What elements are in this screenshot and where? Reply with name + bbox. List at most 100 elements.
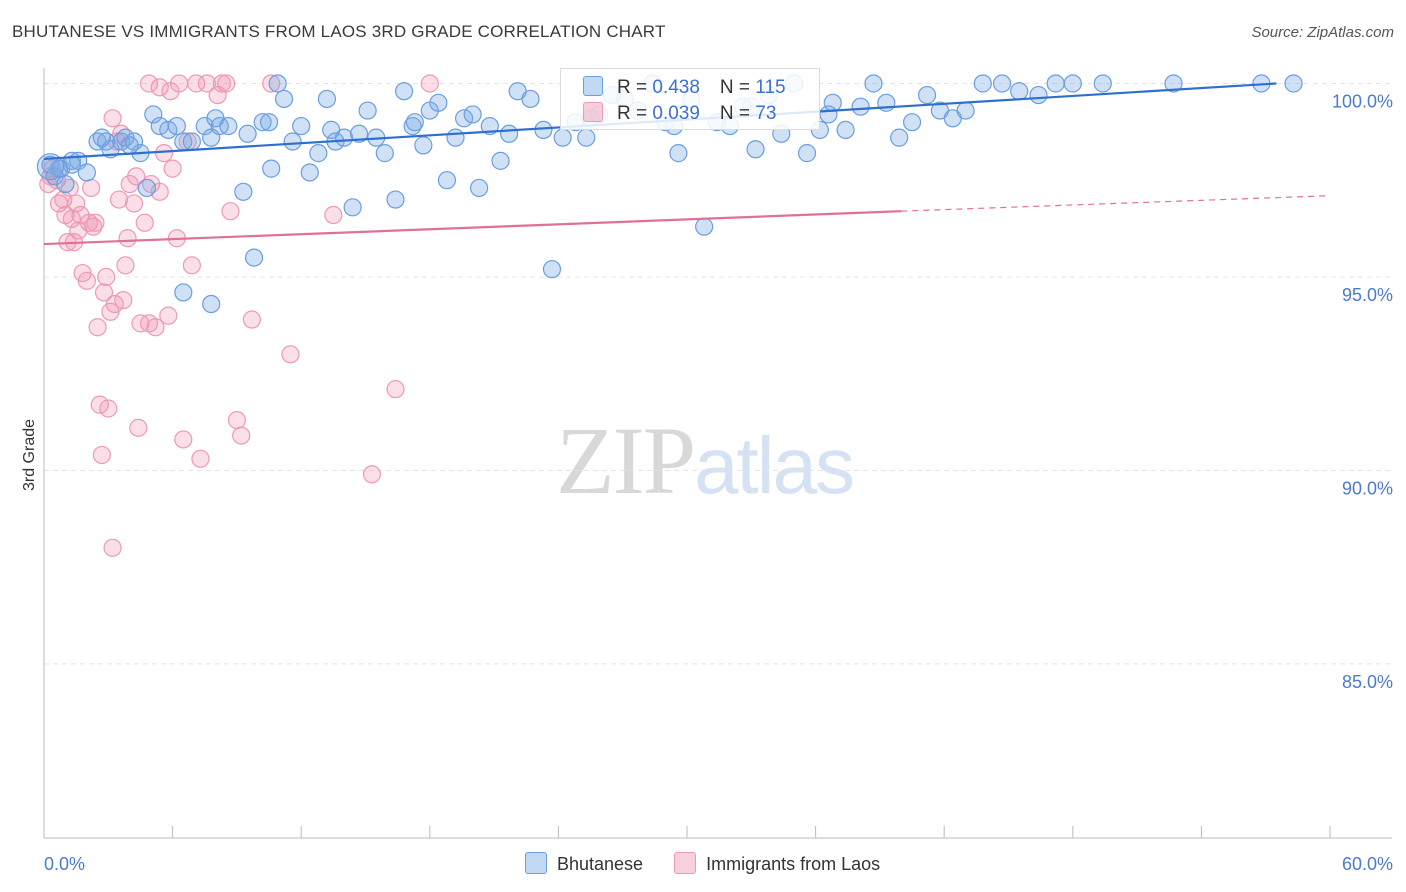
bhutanese-point — [349, 124, 369, 143]
laos-point — [105, 294, 124, 314]
laos-point — [77, 271, 96, 290]
legend-label-bhutanese: Bhutanese — [557, 854, 644, 874]
bhutanese-point — [394, 82, 414, 101]
y-tick-label: 90.0% — [1342, 478, 1393, 498]
bhutanese-point — [262, 159, 281, 178]
bhutanese-point — [917, 85, 937, 105]
laos-point — [187, 74, 206, 93]
series-legend: Bhutanese Immigrants from Laos — [525, 852, 906, 875]
bhutanese-point — [577, 128, 596, 147]
bhutanese-point — [174, 283, 193, 302]
laos-point — [118, 229, 137, 248]
bhutanese-point — [386, 190, 405, 209]
bhutanese-point — [253, 113, 272, 132]
legend-r-label: R = — [617, 103, 653, 124]
bhutanese-point — [274, 89, 294, 109]
laos-point — [324, 205, 343, 225]
bhutanese-point — [797, 144, 817, 163]
bhutanese-point — [463, 105, 482, 124]
legend-n-label: N = — [719, 103, 756, 124]
bhutanese-point — [234, 182, 253, 201]
legend-r-value: 0.438 — [652, 77, 700, 98]
laos-point — [103, 538, 122, 557]
watermark-atlas: atlas — [694, 421, 855, 510]
bhutanese-point — [300, 163, 319, 182]
y-tick-label: 85.0% — [1342, 672, 1393, 692]
bhutanese-point — [542, 260, 562, 279]
laos-point — [116, 256, 135, 275]
bhutanese-point — [202, 294, 221, 314]
bhutanese-point — [446, 128, 465, 147]
bhutanese-point — [167, 116, 186, 136]
bhutanese-point — [56, 174, 75, 194]
legend-row-bhutanese: R = 0.438 N = 115 — [583, 76, 786, 100]
laos-point — [82, 178, 101, 198]
watermark: ZIPatlas — [556, 405, 855, 516]
laos-point — [262, 74, 281, 93]
laos-point — [135, 213, 154, 232]
bhutanese-point — [159, 120, 178, 140]
laos-point — [109, 190, 129, 209]
bhutanese-point — [746, 140, 765, 159]
bhutanese-point — [1284, 74, 1303, 93]
bhutanese-point — [343, 198, 362, 217]
bhutanese-point — [1164, 74, 1183, 93]
bhutanese-point — [500, 124, 519, 143]
bhutanese-point — [238, 124, 257, 143]
gridlines — [44, 82, 1392, 665]
laos-point — [94, 283, 114, 302]
legend-swatch-pink — [583, 102, 603, 122]
laos-point — [139, 74, 159, 93]
laos-point — [191, 449, 210, 468]
bhutanese-point — [137, 178, 156, 198]
bhutanese-point — [669, 144, 688, 163]
laos-point — [159, 306, 178, 325]
y-tick-label: 100.0% — [1332, 91, 1393, 111]
bhutanese-point — [244, 248, 264, 267]
bhutanese-point — [92, 128, 111, 147]
laos-point — [182, 256, 201, 275]
laos-point — [146, 318, 165, 337]
bhutanese-point — [283, 132, 302, 151]
bhutanese-cluster-point — [36, 153, 65, 181]
bhutanese-point — [454, 109, 474, 128]
laos-point — [163, 159, 182, 178]
laos-point — [127, 167, 146, 186]
bhutanese-point — [437, 171, 457, 190]
laos-point — [92, 445, 111, 465]
legend-row-laos: R = 0.039 N = 73 — [583, 102, 776, 126]
laos-point — [129, 418, 148, 437]
laos-point — [124, 194, 144, 213]
y-axis-label: 3rd Grade — [21, 419, 38, 491]
bhutanese-point — [414, 136, 433, 155]
bhutanese-point — [521, 89, 540, 109]
laos-point — [362, 465, 382, 484]
legend-n-label: N = — [719, 77, 756, 98]
axes — [43, 68, 1392, 839]
watermark-zip: ZIP — [556, 407, 696, 514]
laos-point — [242, 310, 262, 329]
bhutanese-point — [144, 105, 163, 124]
stats-legend: R = 0.438 N = 115 R = 0.039 N = 73 — [560, 68, 820, 130]
laos-point — [221, 202, 240, 221]
chart-title: BHUTANESE VS IMMIGRANTS FROM LAOS 3RD GR… — [12, 22, 666, 41]
bhutanese-point — [358, 101, 377, 120]
bhutanese-point — [1063, 74, 1082, 93]
legend-swatch-blue — [583, 76, 603, 96]
laos-point — [420, 74, 439, 93]
bhutanese-point — [902, 113, 922, 132]
bhutanese-point — [819, 105, 838, 124]
bhutanese-point — [219, 116, 238, 136]
laos-point — [232, 426, 251, 445]
bhutanese-point — [182, 132, 201, 151]
legend-r-value: 0.039 — [652, 103, 700, 124]
laos-trend-extension — [901, 195, 1331, 212]
x-tick-label: 0.0% — [44, 854, 85, 874]
bhutanese-point — [851, 97, 870, 116]
laos-trend-line — [43, 210, 902, 246]
legend-n-value: 73 — [755, 103, 777, 124]
bhutanese-point — [534, 120, 553, 140]
laos-point — [86, 213, 105, 232]
bhutanese-point — [890, 128, 909, 147]
